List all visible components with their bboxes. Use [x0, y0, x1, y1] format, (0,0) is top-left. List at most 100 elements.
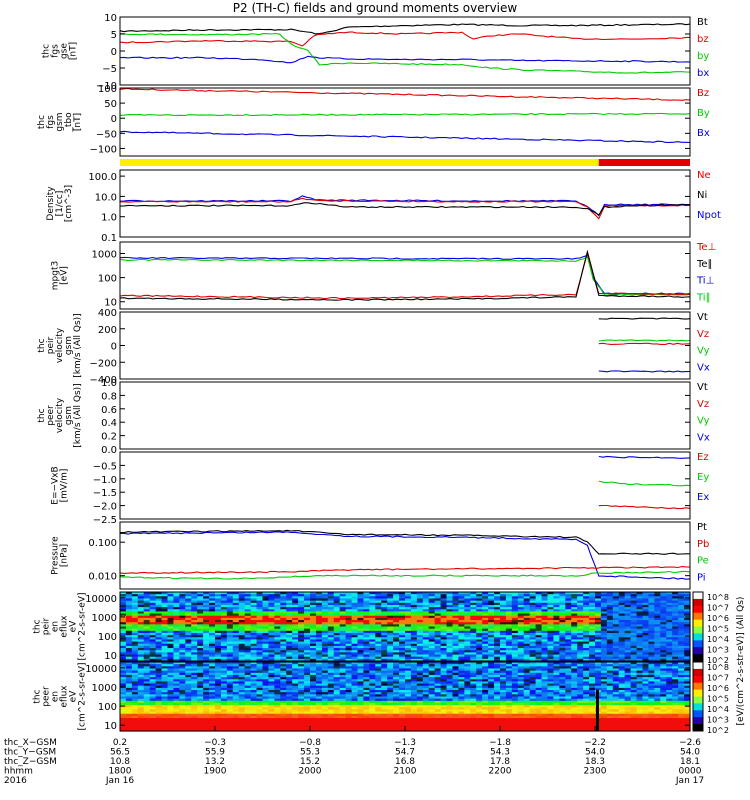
spectrogram-cell — [672, 632, 679, 636]
spectrogram-cell — [387, 645, 394, 649]
spectrogram-cell — [541, 641, 549, 645]
spectrogram-cell — [446, 637, 454, 641]
spectrogram-cell — [238, 594, 246, 597]
spectrogram-cell — [304, 645, 311, 649]
spectrogram-cell — [268, 687, 275, 691]
spectrogram-cell — [286, 617, 293, 621]
spectrogram-cell — [155, 698, 163, 702]
spectrogram-cell — [298, 722, 305, 726]
spectrogram-cell — [220, 662, 228, 665]
spectrogram-cell — [161, 639, 169, 643]
spectrogram-cell — [571, 658, 578, 662]
spectrogram-cell — [173, 643, 180, 647]
spectrogram-cell — [191, 692, 198, 695]
spectrogram-cell — [357, 698, 365, 702]
spectrogram-cell — [369, 620, 376, 623]
spectrogram-cell — [161, 658, 169, 662]
spectrogram-cell — [155, 705, 163, 708]
spectrogram-cell — [238, 683, 246, 687]
spectrogram-cell — [292, 698, 299, 702]
spectrogram-cell — [458, 630, 465, 634]
spectrogram-cell — [399, 705, 406, 708]
spectrogram-cell — [125, 687, 133, 691]
spectrogram-cell — [256, 679, 264, 683]
spectrogram-cell — [416, 654, 424, 658]
spectrogram-cell — [149, 607, 157, 610]
spectrogram-cell — [666, 656, 673, 660]
spectrogram-cell — [375, 648, 382, 651]
spectrogram-cell — [131, 715, 139, 719]
spectrogram-cell — [624, 592, 632, 595]
spectrogram-cell — [666, 613, 673, 617]
spectrogram-cell — [375, 652, 382, 656]
spectrogram-cell — [357, 677, 365, 680]
spectrogram-cell — [173, 670, 180, 674]
spectrogram-cell — [541, 632, 549, 636]
spectrogram-cell — [535, 594, 543, 597]
spectrogram-cell — [327, 668, 335, 672]
spectrogram-cell — [310, 607, 317, 610]
series-Ni-line — [119, 202, 691, 216]
spectrogram-cell — [173, 630, 180, 634]
spectrogram-cell — [304, 626, 311, 630]
spectrogram-cell — [161, 718, 169, 721]
spectrogram-cell — [286, 700, 293, 704]
spectrogram-cell — [339, 715, 347, 719]
spectrogram-cell — [636, 626, 644, 630]
spectrogram-cell — [185, 594, 192, 597]
spectrogram-cell — [393, 726, 400, 730]
spectrogram-cell — [428, 666, 436, 670]
spectrogram-cell — [167, 726, 175, 730]
spectrogram-cell — [250, 656, 258, 660]
spectrogram-cell — [630, 600, 638, 604]
spectrogram-cell — [250, 628, 258, 632]
spectrogram-cell — [369, 635, 376, 638]
spectrogram-cell — [238, 602, 246, 606]
spectrogram-cell — [310, 705, 317, 708]
spectrogram-cell — [250, 681, 258, 685]
spectrogram-cell — [209, 650, 216, 653]
spectrogram-cell — [393, 677, 400, 680]
spectrogram-cell — [209, 696, 216, 700]
spectrogram-cell — [209, 664, 216, 667]
spectrogram-cell — [618, 626, 626, 630]
spectrogram-cell — [529, 643, 537, 647]
spectrogram-cell — [262, 620, 270, 623]
spectrogram-cell — [286, 662, 293, 665]
spectrogram-cell — [529, 598, 537, 602]
spectrogram-cell — [161, 637, 169, 641]
spectrogram-cell — [595, 607, 602, 610]
spectrogram-cell — [274, 639, 281, 643]
spectrogram-cell — [606, 598, 614, 602]
spectrogram-cell — [286, 592, 293, 595]
spectrogram-cell — [179, 658, 186, 662]
spectrogram-cell — [660, 624, 667, 628]
spectrogram-cell — [268, 670, 275, 674]
spectrogram-cell — [179, 670, 186, 674]
spectrogram-cell — [149, 666, 157, 670]
spectrogram-cell — [131, 626, 139, 630]
spectrogram-cell — [137, 602, 145, 606]
spectrogram-cell — [357, 635, 365, 638]
spectrogram-cell — [197, 715, 204, 719]
spectrogram-cell — [179, 707, 186, 711]
spectrogram-cell — [209, 607, 216, 610]
spectrogram-cell — [244, 630, 252, 634]
spectrogram-cell — [315, 687, 323, 691]
spectrogram-cell — [274, 613, 281, 617]
spectrogram-cell — [470, 643, 477, 647]
spectrogram-cell — [310, 687, 317, 691]
spectrogram-cell — [185, 690, 192, 693]
spectrogram-cell — [161, 711, 169, 715]
spectrogram-cell — [666, 652, 673, 656]
spectrogram-cell — [654, 630, 661, 634]
spectrogram-cell — [405, 722, 412, 726]
spectrogram-cell — [310, 694, 317, 698]
spectrogram-cell — [523, 592, 531, 595]
spectrogram-cell — [535, 645, 543, 649]
spectrogram-cell — [405, 681, 412, 685]
spectrogram-cell — [393, 639, 400, 643]
spectrogram-cell — [393, 694, 400, 698]
spectrogram-cell — [482, 624, 489, 628]
spectrogram-cell — [363, 694, 370, 698]
